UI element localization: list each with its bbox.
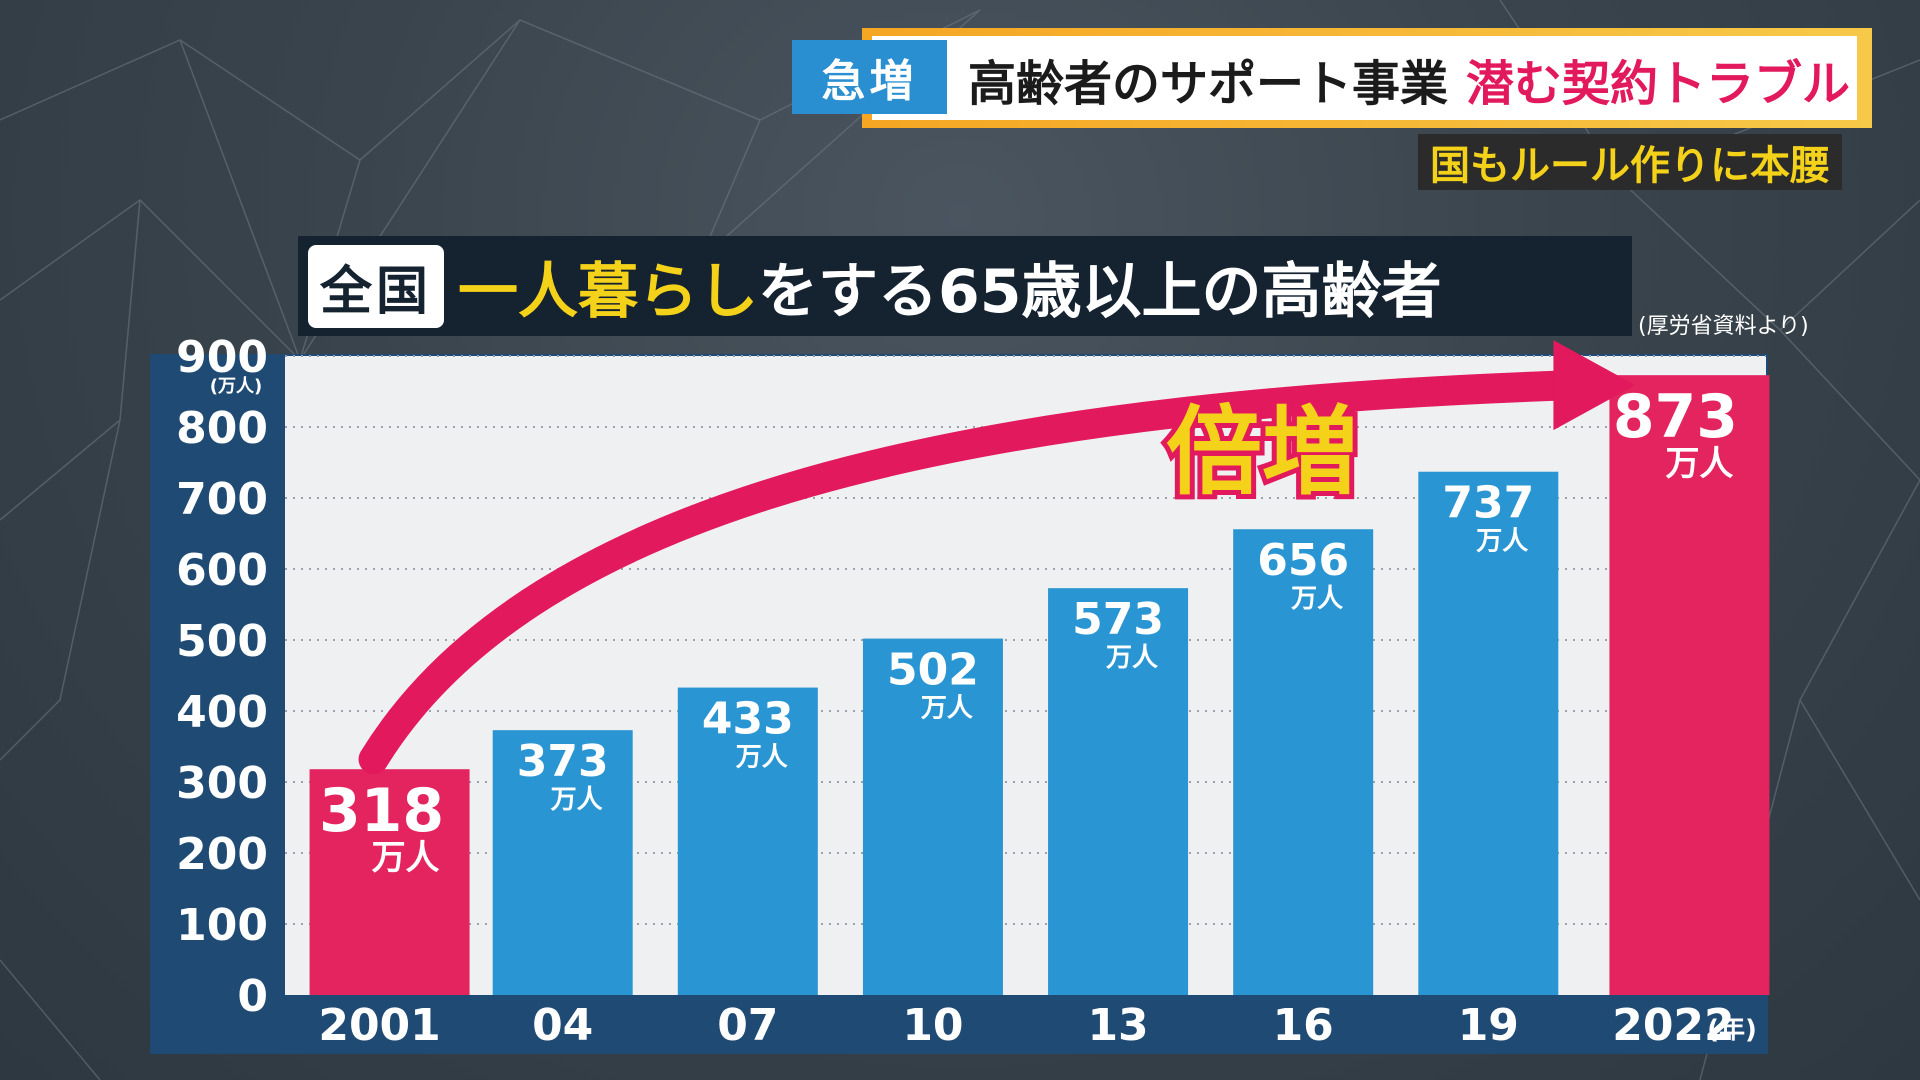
- y-tick-label: 700: [176, 474, 268, 525]
- chart-source: (厚労省資料より): [1638, 314, 1809, 339]
- bar-2001: [309, 769, 470, 995]
- y-tick-label: 0: [237, 971, 268, 1022]
- chart-title-tag: 全国: [308, 244, 445, 328]
- bar-07: [677, 687, 818, 995]
- value-unit-2001: 万人: [372, 838, 440, 878]
- bar-13: [1048, 588, 1189, 995]
- value-label-19: 737: [1442, 478, 1534, 529]
- x-tick-label: 07: [717, 1000, 778, 1051]
- headline-main-text: 高齢者のサポート事業: [968, 56, 1449, 112]
- value-label-04: 373: [517, 736, 609, 787]
- headline: 高齢者のサポート事業 潜む契約トラブル: [968, 44, 1850, 114]
- value-unit-2022: 万人: [1665, 444, 1733, 484]
- headline-banner: [862, 28, 1872, 128]
- value-unit-13: 万人: [1106, 643, 1158, 673]
- value-label-2001: 318: [319, 776, 444, 846]
- value-unit-04: 万人: [551, 785, 603, 815]
- y-tick-label: 600: [176, 545, 268, 596]
- x-tick-label: 2001: [318, 1000, 440, 1051]
- chart-title-highlight: 一人暮らし: [458, 256, 759, 327]
- value-unit-10: 万人: [921, 694, 973, 724]
- y-tick-label: 300: [176, 758, 268, 809]
- sub-headline: 国もルール作りに本腰: [1418, 134, 1842, 190]
- bar-04: [492, 730, 633, 995]
- banner-panel: [872, 36, 1857, 120]
- value-label-2022: 873: [1613, 382, 1738, 452]
- headline-red-text: 潜む契約トラブル: [1466, 56, 1851, 112]
- chart-title-rest: をする65歳以上の高齢者: [758, 256, 1442, 327]
- y-tick-label: 200: [176, 829, 268, 880]
- x-tick-label: 16: [1273, 1000, 1334, 1051]
- value-unit-07: 万人: [736, 743, 788, 773]
- y-tick-label: 500: [176, 616, 268, 667]
- x-axis-unit: (年): [1707, 1014, 1757, 1045]
- x-tick-label: 2022: [1612, 1000, 1734, 1051]
- y-tick-label: 800: [176, 403, 268, 454]
- x-tick-label: 04: [532, 1000, 593, 1051]
- doubling-arrow: [358, 370, 1589, 775]
- bar-19: [1418, 471, 1559, 996]
- y-tick-label: 400: [176, 687, 268, 738]
- doubling-callout: 倍増: [1166, 396, 1358, 508]
- x-tick-label: 10: [902, 1000, 963, 1051]
- y-axis-unit: (万人): [210, 376, 262, 397]
- headline-badge: 急増: [792, 40, 947, 114]
- chart-title: 全国 一人暮らし をする65歳以上の高齢者: [298, 236, 1632, 336]
- bar-2022: [1609, 375, 1770, 995]
- value-label-10: 502: [887, 645, 979, 696]
- x-tick-label: 13: [1087, 1000, 1148, 1051]
- value-label-13: 573: [1072, 594, 1164, 645]
- value-label-07: 433: [702, 694, 794, 745]
- doubling-arrow-head: [1553, 340, 1636, 431]
- value-unit-16: 万人: [1291, 584, 1343, 614]
- value-unit-19: 万人: [1476, 527, 1528, 557]
- value-label-16: 656: [1257, 535, 1349, 586]
- bar-10: [862, 638, 1003, 995]
- y-tick-label: 900: [176, 332, 268, 383]
- x-tick-label: 19: [1458, 1000, 1519, 1051]
- bar-16: [1233, 529, 1374, 995]
- y-tick-label: 100: [176, 900, 268, 951]
